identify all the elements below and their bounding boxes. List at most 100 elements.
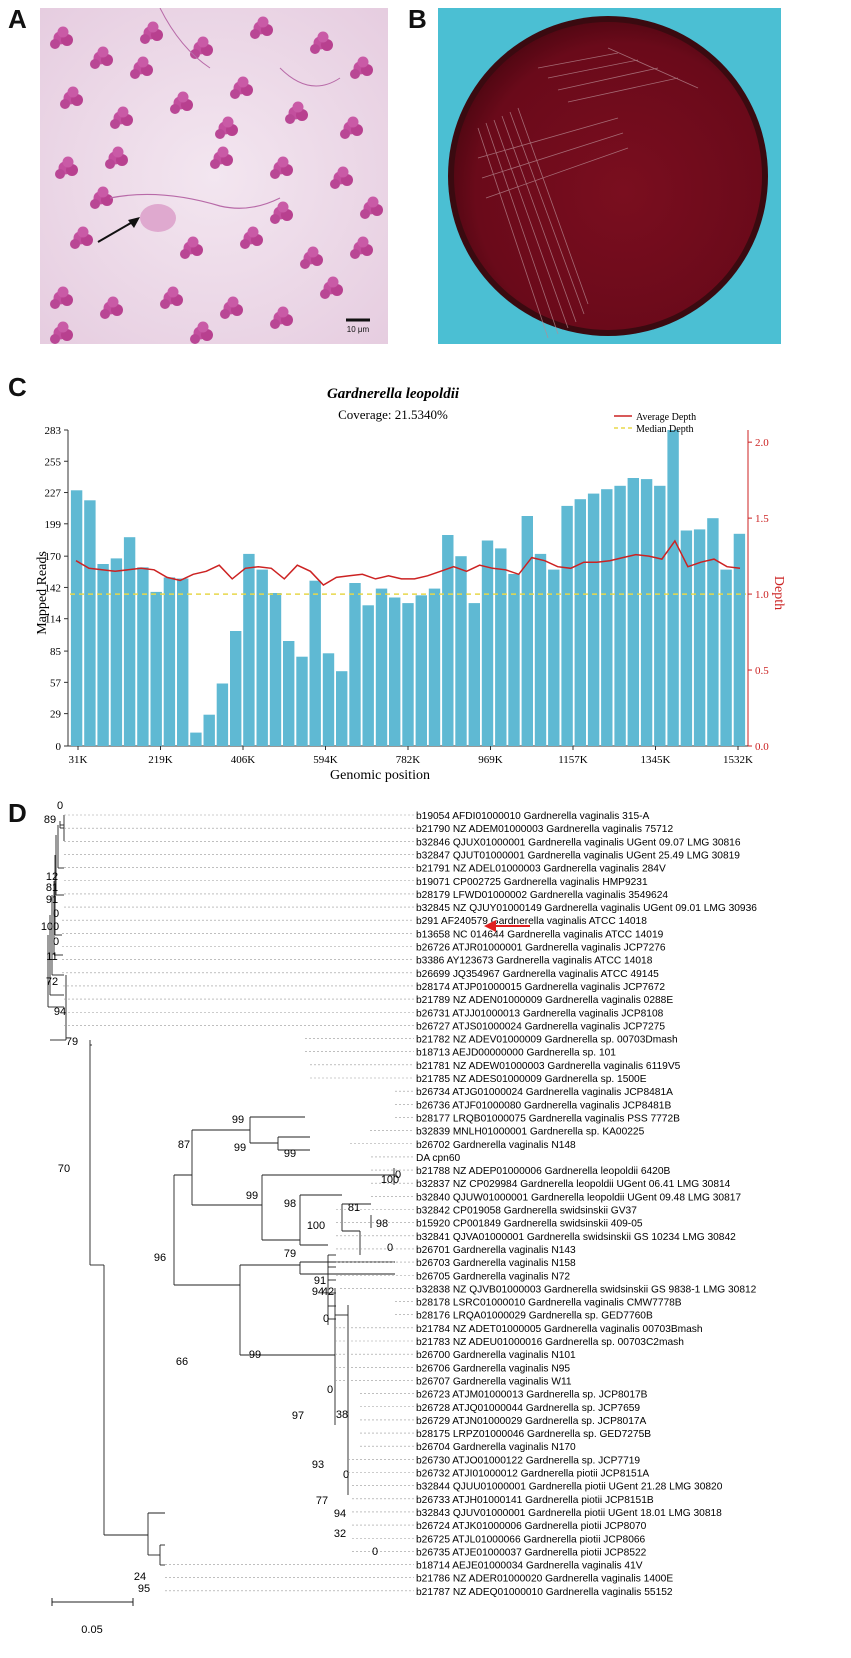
y-tick-label: 227 (45, 488, 62, 500)
bootstrap-label: 91 (46, 894, 58, 906)
taxon-label: b26725 ATJL01000066 Gardnerella piotii J… (416, 1534, 646, 1545)
bootstrap-label: 81 (46, 882, 58, 894)
taxon-label: b32841 QJVA01000001 Gardnerella swidsins… (416, 1232, 736, 1243)
bootstrap-label: 93 (312, 1459, 324, 1471)
taxon-label: b28178 LSRC01000010 Gardnerella vaginali… (416, 1298, 682, 1309)
coverage-bar (627, 478, 639, 746)
x-tick-label: 219K (148, 754, 173, 766)
bootstrap-label: 97 (292, 1410, 304, 1422)
taxon-label: b21789 NZ ADEN01000009 Gardnerella vagin… (416, 995, 673, 1006)
taxon-label: b26707 Gardnerella vaginalis W11 (416, 1376, 572, 1387)
taxon-label: b32844 QJUU01000001 Gardnerella piotii U… (416, 1482, 723, 1493)
coverage-bar (375, 588, 388, 746)
bootstrap-label: 0 (53, 936, 59, 948)
taxon-label: b18713 AEJD00000000 Gardnerella sp. 101 (416, 1048, 616, 1059)
coverage-bar (561, 505, 573, 746)
bootstrap-label: 12 (46, 871, 58, 883)
taxon-label: b21784 NZ ADET01000005 Gardnerella vagin… (416, 1324, 703, 1335)
taxon-label: b15920 CP001849 Gardnerella swidsinskii … (416, 1219, 643, 1230)
taxon-label: b21786 NZ ADER01000020 Gardnerella vagin… (416, 1574, 673, 1585)
taxon-label: b26732 ATJI01000012 Gardnerella piotii J… (416, 1469, 649, 1480)
coverage-bar (614, 485, 626, 746)
y-tick-label: 85 (50, 646, 62, 658)
coverage-bar (123, 537, 136, 746)
bootstrap-label: 72 (46, 976, 58, 988)
taxon-label: b13658 NC 014644 Gardnerella vaginalis A… (416, 929, 664, 940)
bootstrap-label: 38 (336, 1409, 348, 1421)
micrograph-image: 10 μm (40, 8, 388, 344)
coverage-bar (243, 553, 255, 746)
panel-letter-d: D (8, 798, 27, 828)
y-tick-label: 199 (45, 519, 62, 531)
bootstrap-label: 91 (314, 1275, 326, 1287)
taxon-label: b26704 Gardnerella vaginalis N170 (416, 1442, 576, 1453)
x-tick-label: 1345K (641, 754, 671, 766)
coverage-bar (269, 593, 282, 746)
y2-tick-label: 1.5 (755, 513, 769, 525)
taxon-label: b26705 Gardnerella vaginalis N72 (416, 1271, 570, 1282)
bootstrap-label: 66 (176, 1356, 188, 1368)
x-tick-label: 782K (396, 754, 421, 766)
coverage-bar (601, 489, 613, 746)
bootstrap-label: 99 (249, 1349, 261, 1361)
y-tick-label: 29 (50, 709, 62, 721)
bootstrap-label: 0 (343, 1469, 349, 1481)
bootstrap-label: 89 (44, 814, 56, 826)
taxon-label: b26700 Gardnerella vaginalis N101 (416, 1350, 576, 1361)
bootstrap-label: 0 (323, 1313, 329, 1325)
bootstrap-label: 77 (316, 1495, 328, 1507)
y-tick-label: 170 (45, 551, 62, 563)
bootstrap-label: 94 (54, 1006, 66, 1018)
x-tick-label: 594K (313, 754, 338, 766)
da-cpn60-arrow-icon (484, 920, 530, 932)
taxon-label: b26729 ATJN01000029 Gardnerella sp. JCP8… (416, 1416, 647, 1427)
taxon-label: b32840 QJUW01000001 Gardnerella leopoldi… (416, 1192, 741, 1203)
coverage-chart: Gardnerella leopoldii Coverage: 21.5340%… (35, 386, 786, 783)
coverage-bar (693, 529, 706, 746)
taxon-label: b26723 ATJM01000013 Gardnerella sp. JCP8… (416, 1390, 648, 1401)
coverage-bar (640, 479, 653, 746)
legend-median-depth: Median Depth (636, 424, 694, 435)
taxon-label: b32846 QJUX01000001 Gardnerella vaginali… (416, 837, 741, 848)
coverage-bar (455, 556, 467, 746)
taxon-label: b26701 Gardnerella vaginalis N143 (416, 1245, 576, 1256)
x-axis-label: Genomic position (330, 768, 430, 783)
coverage-bar (481, 540, 494, 746)
bootstrap-label: 99 (246, 1190, 258, 1202)
bootstrap-label: 94 (312, 1286, 324, 1298)
coverage-bar (230, 631, 242, 746)
taxon-label: b26703 Gardnerella vaginalis N158 (416, 1258, 576, 1269)
taxon-label: b26702 Gardnerella vaginalis N148 (416, 1140, 576, 1151)
coverage-bar (680, 530, 693, 746)
coverage-bar (707, 518, 719, 746)
taxon-label: b18714 AEJE01000034 Gardnerella vaginali… (416, 1561, 643, 1572)
coverage-bar (177, 578, 189, 746)
scale-bar-label: 10 μm (347, 325, 370, 334)
taxon-label: b21782 NZ ADEV01000009 Gardnerella sp. 0… (416, 1035, 678, 1046)
chart-legend: Average Depth Median Depth (614, 412, 696, 435)
bootstrap-label: 0 (395, 1169, 401, 1181)
taxon-label: b32839 MNLH01000001 Gardnerella sp. KA00… (416, 1127, 645, 1138)
x-tick-label: 1532K (723, 754, 753, 766)
bootstrap-label: 79 (284, 1248, 296, 1260)
bootstrap-label: 32 (334, 1528, 346, 1540)
taxon-label: b19071 CP002725 Gardnerella vaginalis HM… (416, 877, 648, 888)
coverage-bar (309, 580, 321, 746)
taxon-label: b26736 ATJF01000080 Gardnerella vaginali… (416, 1100, 671, 1111)
y-tick-label: 283 (45, 425, 62, 437)
taxon-label: b32845 NZ QJUY01000149 Gardnerella vagin… (416, 903, 757, 914)
taxon-label: b26699 JQ354967 Gardnerella vaginalis AT… (416, 969, 659, 980)
taxon-label: b32837 NZ CP029984 Gardnerella leopoldii… (416, 1179, 731, 1190)
average-depth-line (75, 539, 741, 586)
y-tick-label: 0 (56, 741, 62, 753)
coverage-bar (150, 591, 162, 746)
coverage-bar (548, 569, 560, 746)
coverage-bar (442, 535, 454, 746)
taxon-label: b26724 ATJK01000006 Gardnerella piotii J… (416, 1521, 647, 1532)
coverage-bar (322, 653, 335, 746)
coverage-bar (216, 683, 229, 746)
bootstrap-label: 99 (234, 1142, 246, 1154)
taxon-label: b32847 QJUT01000001 Gardnerella vaginali… (416, 850, 740, 861)
taxon-label: b32843 QJUV01000001 Gardnerella piotii U… (416, 1508, 722, 1519)
taxon-label: b291 AF240579 Gardnerella vaginalis ATCC… (416, 916, 647, 927)
